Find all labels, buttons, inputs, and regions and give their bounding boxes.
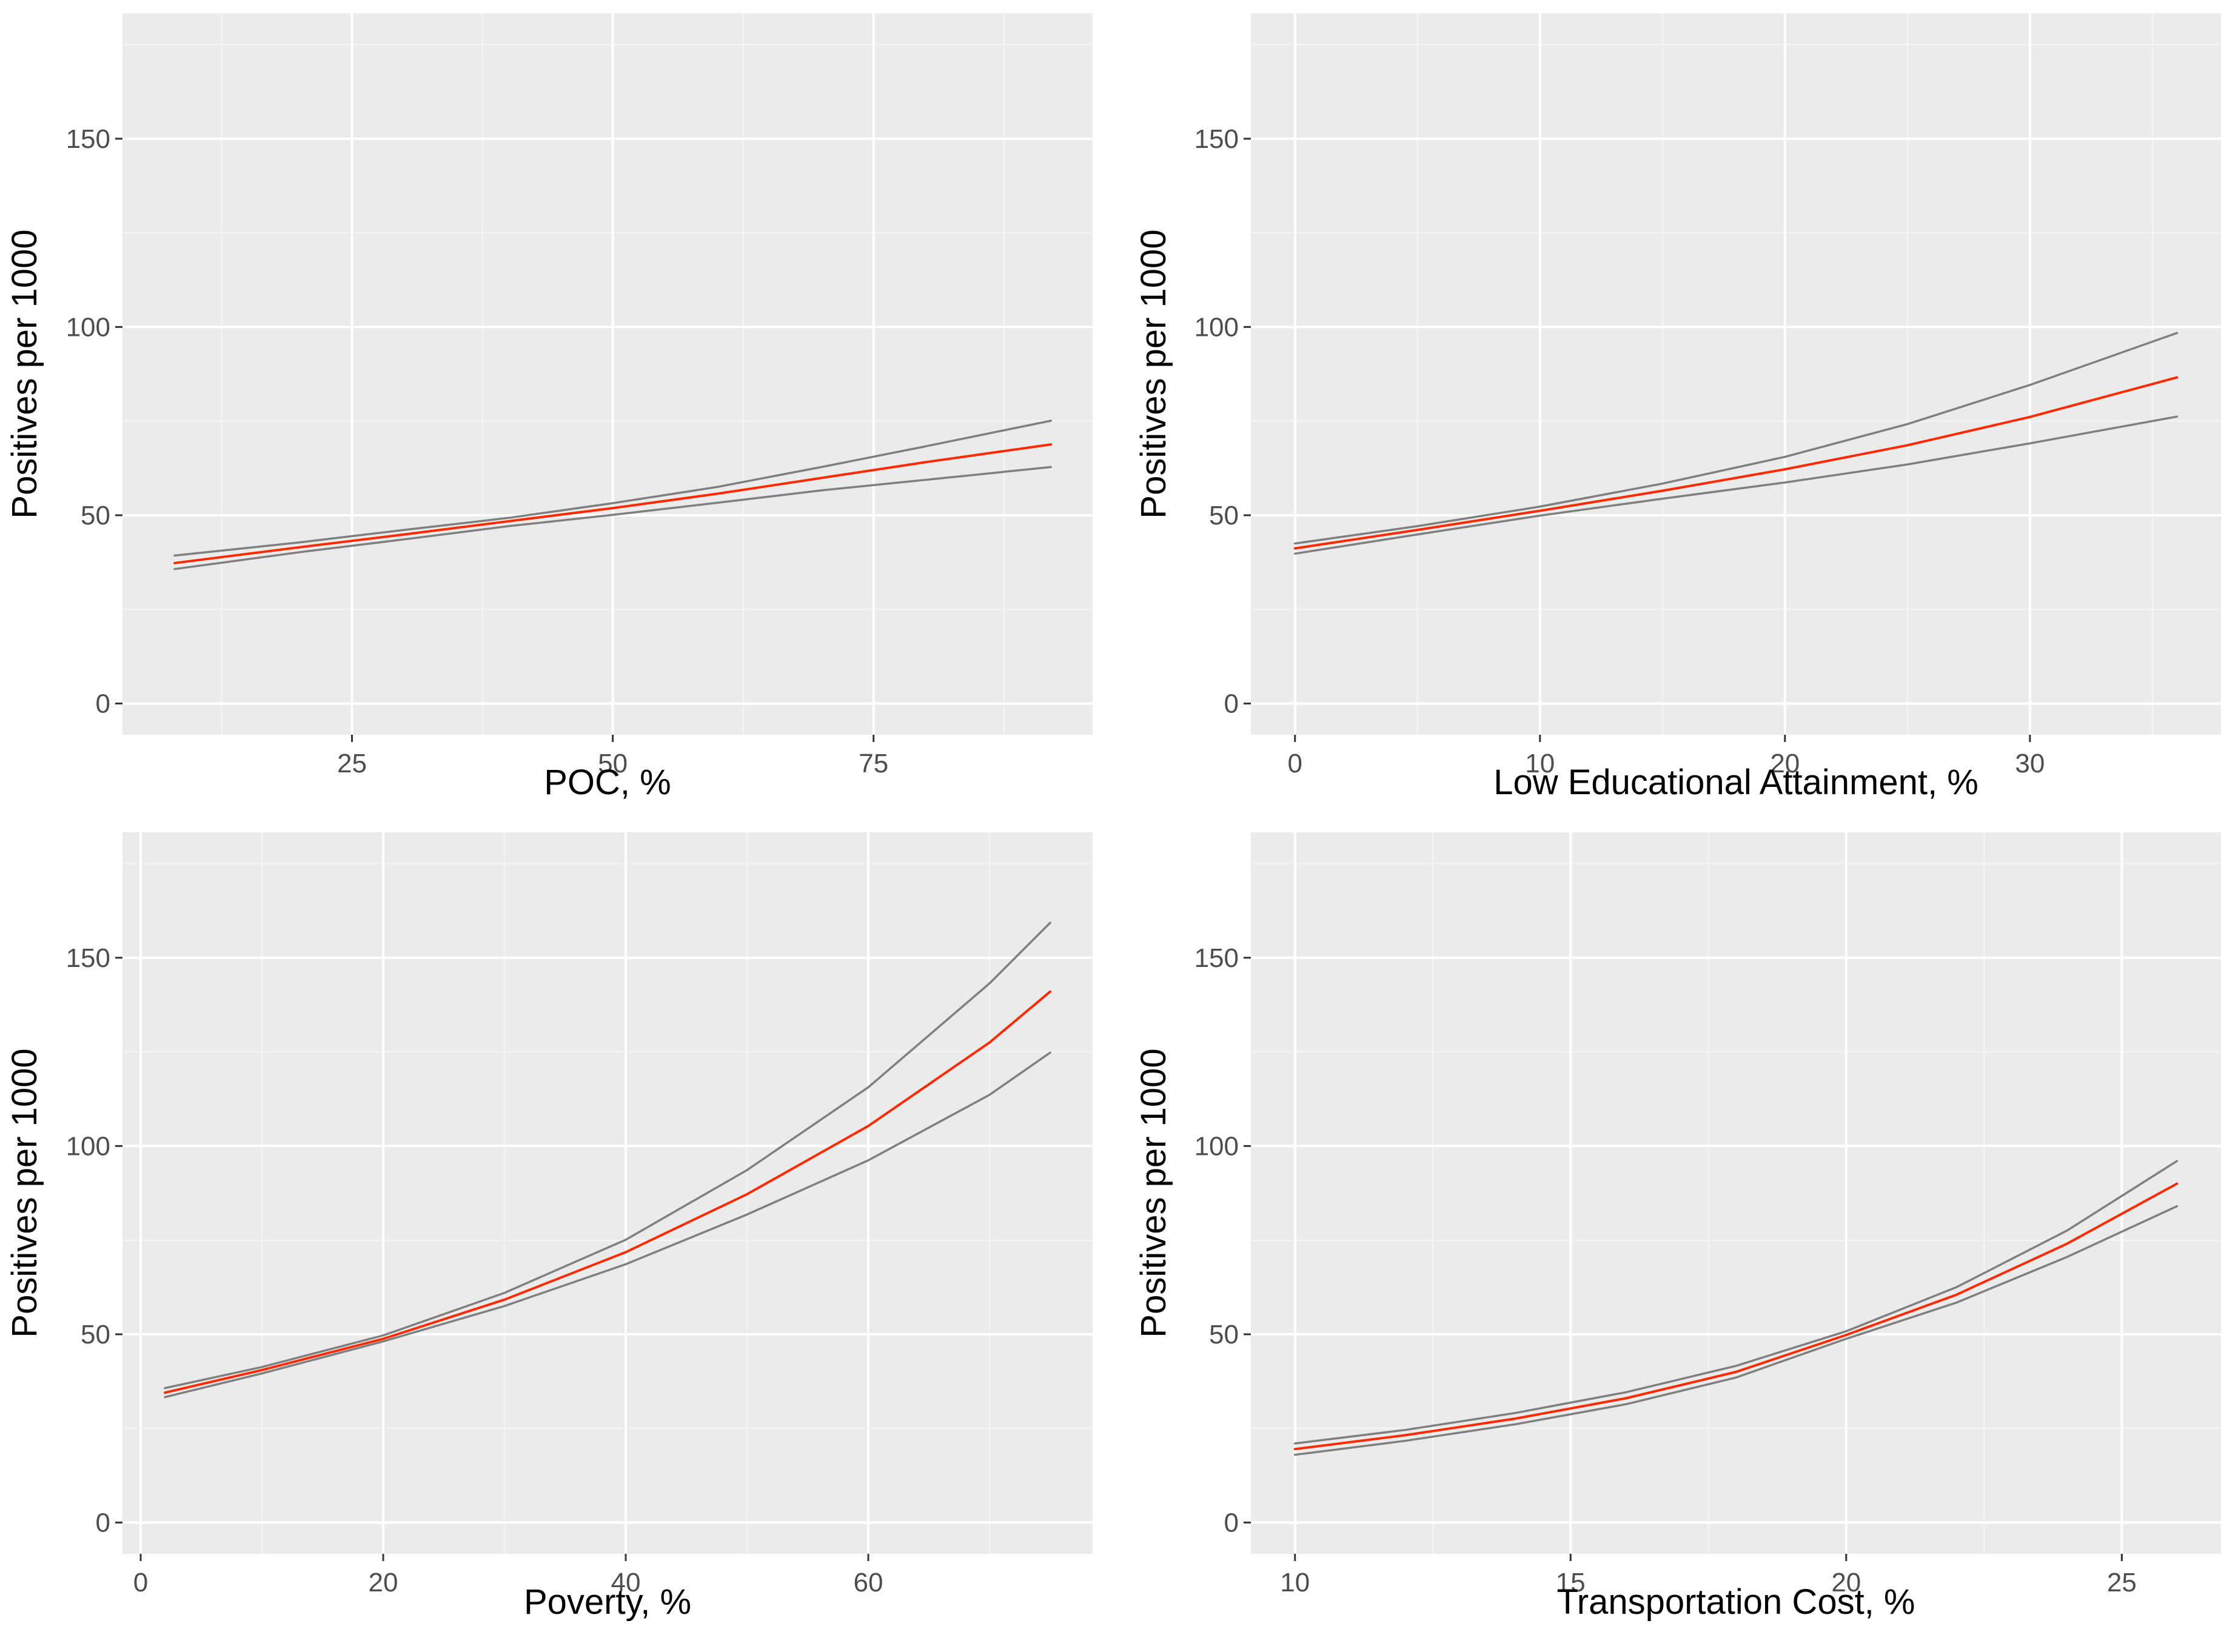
- x-tick-label: 0: [133, 1568, 148, 1597]
- x-axis-title: Low Educational Attainment, %: [1493, 763, 1978, 802]
- x-tick-label: 50: [598, 749, 628, 778]
- y-axis-title: Positives per 1000: [5, 1048, 44, 1337]
- y-tick-label: 150: [66, 124, 110, 154]
- y-tick-label: 0: [96, 689, 110, 718]
- panel-background: [1251, 13, 2221, 735]
- chart-panel-2: 0 50 100 150 0 10 20 30 Low Educational Attainme…: [1134, 13, 2221, 802]
- y-axis-title: Positives per 1000: [1134, 229, 1173, 518]
- y-tick-label: 50: [1209, 501, 1239, 530]
- series-line-estimate: [1293, 1182, 2179, 1451]
- series-line-estimate: [164, 990, 1051, 1394]
- series-line-estimate: [173, 443, 1053, 564]
- x-tick-label: 20: [1770, 749, 1800, 778]
- x-tick-label: 30: [2015, 749, 2045, 778]
- x-tick-label: 40: [611, 1568, 641, 1597]
- y-tick-label: 100: [1194, 312, 1239, 342]
- x-tick-label: 75: [859, 749, 888, 778]
- y-tick-label: 0: [1224, 1508, 1239, 1537]
- series-line-upper-bound: [173, 420, 1052, 557]
- y-tick-label: 0: [1224, 689, 1239, 718]
- panel-background: [1251, 832, 2221, 1554]
- x-tick-label: 20: [1831, 1568, 1861, 1597]
- series-line-lower-bound: [173, 466, 1052, 570]
- y-tick-label: 150: [66, 943, 110, 973]
- x-axis-title: Poverty, %: [524, 1582, 691, 1622]
- x-tick-label: 60: [854, 1568, 883, 1597]
- y-tick-label: 50: [81, 1320, 110, 1349]
- x-tick-label: 25: [2107, 1568, 2137, 1597]
- y-tick-label: 50: [81, 501, 110, 530]
- x-tick-label: 10: [1280, 1568, 1310, 1597]
- series-line-lower-bound: [164, 1051, 1051, 1399]
- series-line-lower-bound: [1293, 1205, 2179, 1456]
- series-line-lower-bound: [1293, 415, 2179, 555]
- y-tick-label: 150: [1194, 943, 1239, 973]
- panel-background: [122, 13, 1093, 735]
- x-tick-label: 0: [1287, 749, 1302, 778]
- y-tick-label: 50: [1209, 1320, 1239, 1349]
- y-tick-label: 100: [1194, 1131, 1239, 1161]
- y-tick-label: 150: [1194, 124, 1239, 154]
- x-tick-label: 15: [1556, 1568, 1586, 1597]
- y-tick-label: 100: [66, 1131, 110, 1161]
- x-tick-label: 20: [369, 1568, 398, 1597]
- x-tick-label: 10: [1525, 749, 1555, 778]
- y-tick-label: 0: [96, 1508, 110, 1537]
- series-line-estimate: [1293, 376, 2179, 550]
- y-axis-title: Positives per 1000: [5, 229, 44, 518]
- panel-background: [122, 832, 1093, 1554]
- x-axis-title: Transportation Cost, %: [1557, 1582, 1915, 1622]
- chart-panel-3: 0 50 100 150 0 20 40 60 Poverty, % Positives per …: [5, 832, 1093, 1622]
- chart-panel-1: 0 50 100 150 25 50 75 POC, % Positives per 1000: [5, 13, 1093, 802]
- series-line-upper-bound: [1293, 1160, 2179, 1445]
- chart-panel-4: 0 50 100 150 10 15 20 25 Transportation Cost, % P…: [1134, 832, 2221, 1622]
- x-tick-label: 25: [337, 749, 367, 778]
- x-axis-title: POC, %: [544, 763, 671, 802]
- series-line-upper-bound: [164, 921, 1051, 1389]
- y-axis-title: Positives per 1000: [1134, 1048, 1173, 1337]
- y-tick-label: 100: [66, 312, 110, 342]
- series-line-upper-bound: [1293, 332, 2179, 545]
